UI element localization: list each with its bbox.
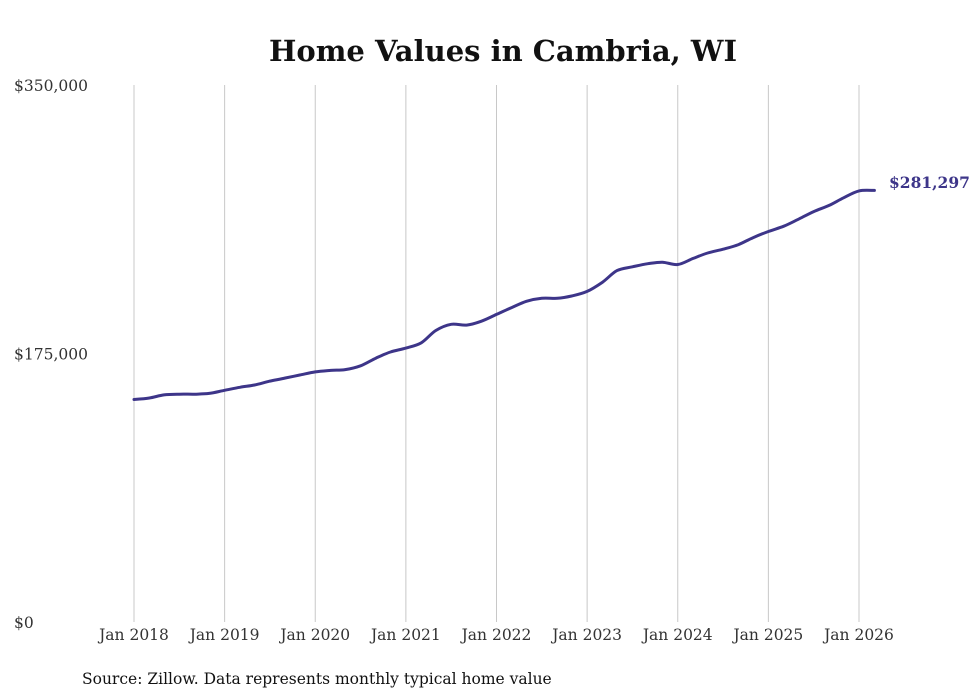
series-line-home-value (132, 188, 876, 401)
x-tick-label: Jan 2018 (97, 626, 169, 644)
chart-title: Home Values in Cambria, WI (269, 34, 737, 68)
x-tick-label: Jan 2020 (278, 626, 350, 644)
y-tick-label: $175,000 (14, 346, 88, 364)
x-tick-label: Jan 2021 (369, 626, 441, 644)
y-axis-tick-labels: $0 $175,000 $350,000 (14, 77, 88, 632)
source-note: Source: Zillow. Data represents monthly … (82, 670, 552, 688)
x-tick-label: Jan 2022 (460, 626, 532, 644)
y-tick-label: $0 (14, 614, 34, 632)
x-axis-tick-labels: Jan 2018 Jan 2019 Jan 2020 Jan 2021 Jan 2022… (97, 626, 894, 644)
vertical-gridlines (133, 85, 860, 622)
x-tick-label: Jan 2026 (822, 626, 894, 644)
x-tick-label: Jan 2023 (550, 626, 622, 644)
x-tick-label: Jan 2019 (188, 626, 260, 644)
y-tick-label: $350,000 (14, 77, 88, 95)
end-value-label: $281,297 (889, 173, 970, 192)
series-group (132, 188, 876, 401)
x-tick-label: Jan 2025 (731, 626, 803, 644)
x-tick-label: Jan 2024 (641, 626, 713, 644)
